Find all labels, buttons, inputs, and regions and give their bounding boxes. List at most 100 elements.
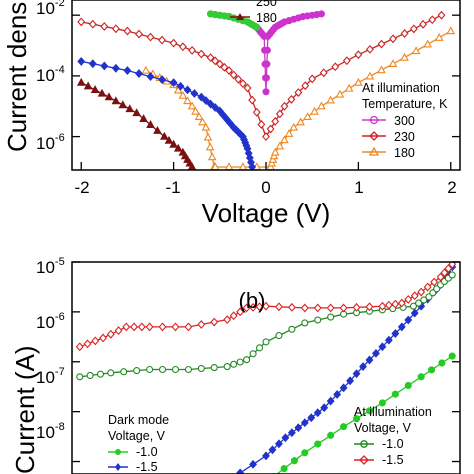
data-point-a-4-6	[146, 72, 155, 82]
data-point-a-2-10	[188, 45, 197, 55]
data-point-b-1-19	[365, 355, 374, 365]
data-point-a-5-14	[169, 139, 178, 148]
data-point-a-3-10	[194, 112, 204, 121]
data-point-a-2-9	[178, 42, 187, 52]
data-point-a-5-15	[173, 143, 183, 152]
data-point-b-0-5	[327, 431, 335, 439]
legend-illum-title-1: At illumination	[354, 405, 432, 419]
data-point-b-1-24	[397, 322, 406, 332]
data-point-a-2-25	[266, 124, 275, 134]
data-point-b-1-7	[287, 428, 296, 438]
data-point-b-1-25	[404, 315, 413, 325]
data-point-a-3-46	[423, 39, 432, 48]
data-point-a-5-12	[160, 131, 169, 140]
data-point-b-2-15	[243, 356, 251, 364]
data-point-a-3-42	[377, 65, 386, 74]
data-point-b-1-20	[371, 348, 380, 358]
data-point-b-2-20	[288, 325, 296, 333]
data-point-a-3-13	[203, 132, 213, 141]
data-point-b-3-23	[287, 302, 296, 312]
data-point-a-2-39	[389, 34, 397, 44]
data-point-a-2-1	[88, 19, 97, 29]
data-point-b-3-5	[114, 326, 123, 336]
data-point-a-1-12	[253, 23, 261, 31]
panel-b-legend-illum: At illumination Voltage, V -1.0 -1.5	[354, 405, 432, 467]
data-point-b-0-14	[438, 359, 446, 367]
y-tick-label-1e-6: 10-6	[36, 132, 65, 153]
data-point-a-2-40	[400, 29, 409, 38]
data-point-b-3-17	[236, 307, 245, 317]
legend-title-line-2: Temperature, K	[362, 97, 448, 111]
data-point-a-4-1	[88, 59, 97, 69]
panel-a-series-layer	[76, 10, 456, 170]
data-point-b-3-14	[210, 317, 219, 327]
data-point-a-5-9	[139, 114, 148, 123]
series-a-4	[77, 56, 257, 170]
data-point-a-3-48	[446, 26, 456, 35]
data-point-b-0-3	[301, 449, 309, 457]
data-point-a-2-43	[428, 15, 437, 25]
legend-top-entry-250: 250	[256, 0, 277, 9]
data-point-b-0-1	[280, 465, 288, 473]
data-point-b-2-22	[314, 316, 322, 324]
data-point-b-3-3	[99, 333, 107, 343]
data-point-b-1-9	[300, 418, 309, 428]
data-point-a-3-11	[198, 117, 207, 126]
data-point-a-2-18	[234, 74, 243, 84]
legend-marker-230	[369, 131, 379, 141]
data-point-a-4-7	[158, 75, 167, 85]
data-point-b-1-5	[274, 439, 283, 449]
data-point-a-4-9	[176, 81, 185, 91]
data-point-a-3-41	[365, 71, 375, 80]
panel-a-legend: At illumination Temperature, K 300 230 1…	[362, 81, 448, 160]
data-point-a-4-0	[77, 56, 86, 66]
legend-dark-marker-neg1	[115, 449, 121, 455]
data-point-a-3-38	[335, 89, 345, 98]
data-point-b-3-10	[158, 322, 167, 332]
data-point-b-3-40	[440, 268, 449, 278]
legend-illum-marker-neg1	[360, 440, 368, 448]
data-point-b-3-8	[137, 322, 146, 332]
data-point-a-5-0	[76, 77, 86, 86]
data-point-a-3-30	[280, 135, 289, 144]
data-point-a-2-0	[77, 17, 86, 27]
data-point-b-2-39	[448, 271, 456, 279]
data-point-a-5-3	[97, 88, 107, 97]
data-point-b-3-18	[242, 303, 251, 313]
series-line-a-5	[80, 82, 193, 168]
data-point-a-3-0	[141, 65, 151, 74]
data-point-b-2-30	[409, 302, 417, 310]
data-point-b-2-16	[249, 350, 257, 358]
data-point-b-1-10	[307, 413, 316, 423]
data-point-a-2-11	[197, 49, 206, 59]
data-point-b-2-7	[158, 365, 167, 374]
data-point-a-2-17	[229, 70, 238, 80]
data-point-b-3-0	[75, 342, 84, 352]
data-point-b-3-28	[352, 302, 361, 312]
data-point-a-5-5	[111, 96, 121, 105]
data-point-b-2-17	[255, 344, 264, 352]
data-point-a-2-28	[280, 101, 289, 111]
legend-top-marker-180	[236, 13, 244, 20]
data-point-a-4-8	[169, 78, 178, 88]
series-a-2	[77, 10, 446, 142]
data-point-a-3-36	[317, 101, 326, 110]
data-point-a-2-16	[225, 66, 233, 75]
data-point-a-3-7	[183, 96, 192, 105]
data-point-a-0-40	[317, 10, 325, 18]
data-point-b-2-19	[275, 332, 283, 340]
data-point-a-4-32	[248, 162, 257, 170]
data-point-a-5-6	[118, 100, 128, 109]
data-point-a-4-2	[100, 61, 109, 71]
data-point-b-2-21	[301, 319, 309, 327]
data-point-b-1-18	[359, 362, 367, 372]
y-tick-label-1e-5: 10-5	[36, 256, 65, 277]
data-point-b-2-3	[107, 369, 115, 377]
y-tick-label-1e-4: 10-4	[36, 64, 65, 85]
data-point-b-0-4	[314, 440, 322, 448]
data-point-b-2-23	[327, 313, 335, 321]
data-point-a-2-14	[215, 59, 224, 69]
series-a-5	[76, 77, 197, 170]
data-point-a-2-24	[262, 132, 270, 142]
